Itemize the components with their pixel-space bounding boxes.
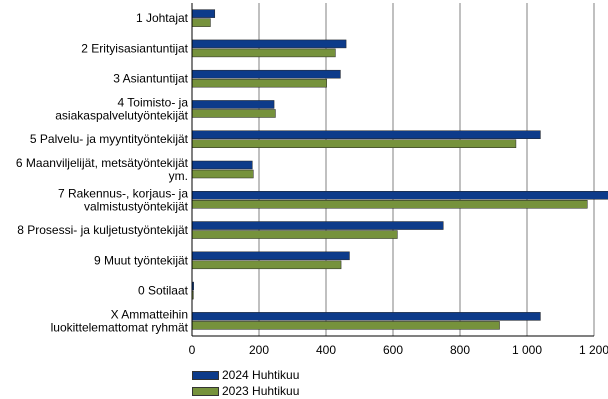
axes <box>191 3 594 337</box>
category-label-2: 3 Asiantuntijat <box>113 72 188 86</box>
x-tick-label-200: 200 <box>249 343 269 357</box>
bar-2023-3 <box>191 109 276 118</box>
legend-item-2023: 2023 Huhtikuu <box>192 383 299 399</box>
x-tick-label-600: 600 <box>383 343 403 357</box>
x-tick-label-800: 800 <box>450 343 470 357</box>
x-tick-label-400: 400 <box>316 343 336 357</box>
category-label-0: 1 Johtajat <box>136 11 189 25</box>
legend-label-2024: 2024 Huhtikuu <box>222 368 300 382</box>
category-label-5: 6 Maanviljelijät, metsätyöntekijät ym. <box>16 156 189 183</box>
bar-2024-6 <box>191 191 608 200</box>
bar-2023-2 <box>191 78 327 88</box>
category-label-6: 7 Rakennus-, korjaus- ja valmistustyöntek… <box>58 186 189 213</box>
x-tick-label-0: 0 <box>189 343 196 357</box>
bar-2023-5 <box>191 169 254 179</box>
category-label-8: 9 Muut työntekijät <box>94 253 189 267</box>
bar-2023-0 <box>191 18 211 27</box>
bar-2023-4 <box>191 139 517 148</box>
category-label-7: 8 Prosessi- ja kuljetustyöntekijät <box>17 223 188 237</box>
bar-2024-4 <box>191 130 541 139</box>
bar-2024-10 <box>191 312 541 321</box>
bar-2023-10 <box>191 321 500 330</box>
x-tick-labels: 0 200 400 600 800 1 000 1 200 <box>189 343 608 357</box>
bar-2023-1 <box>191 48 336 58</box>
legend-label-2023: 2023 Huhtikuu <box>222 384 300 398</box>
x-tick-label-1000: 1 000 <box>512 343 542 357</box>
category-label-9: 0 Sotilaat <box>138 284 189 298</box>
legend-swatch-2023 <box>192 386 219 396</box>
legend: 2024 Huhtikuu 2023 Huhtikuu <box>192 367 299 399</box>
bar-2024-1 <box>191 39 347 49</box>
bar-2024-0 <box>191 9 216 18</box>
bar-2024-8 <box>191 251 350 261</box>
category-labels: 1 Johtajat 2 Erityisasiantuntijat 3 Asiant… <box>16 11 189 334</box>
category-label-3: 4 Toimisto- ja asiakaspalvelutyöntekijät <box>55 95 188 122</box>
x-tick-label-1200: 1 200 <box>579 343 608 357</box>
bar-2023-7 <box>191 230 398 239</box>
bar-2024-5 <box>191 160 253 170</box>
bars <box>191 9 608 330</box>
category-label-1: 2 Erityisasiantuntijat <box>81 41 188 55</box>
bar-2024-7 <box>191 221 444 230</box>
bar-2024-3 <box>191 100 275 109</box>
grid-lines <box>258 3 595 336</box>
legend-item-2024: 2024 Huhtikuu <box>192 367 299 383</box>
bar-2023-8 <box>191 260 342 270</box>
category-label-10: X Ammatteihin luokittelemattomat ryhmät <box>51 307 189 334</box>
category-label-4: 5 Palvelu- ja myyntityöntekijät <box>30 132 189 146</box>
legend-swatch-2024 <box>192 370 219 380</box>
bar-2023-6 <box>191 200 588 209</box>
bar-2024-2 <box>191 69 341 79</box>
